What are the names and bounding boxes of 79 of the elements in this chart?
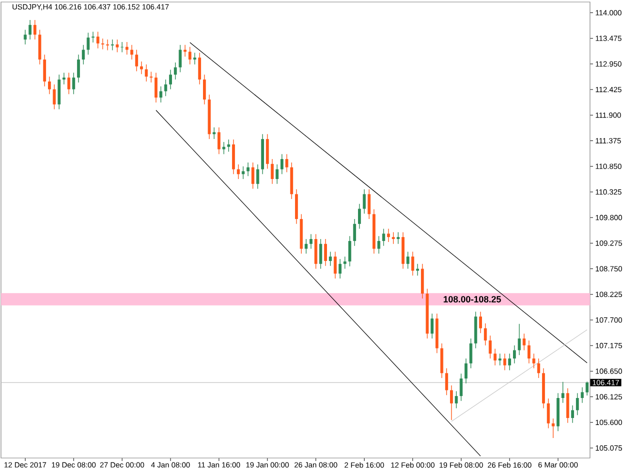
candlestick (218, 126, 220, 155)
candlestick (28, 20, 32, 40)
candlestick (159, 86, 162, 103)
candlestick (212, 126, 216, 140)
candlestick (276, 164, 279, 184)
candlestick (222, 142, 226, 155)
candlestick (188, 46, 192, 65)
candlestick (96, 31, 100, 49)
candlestick (236, 164, 240, 180)
candlestick (343, 256, 346, 270)
candlestick (154, 72, 158, 103)
candlestick (479, 311, 482, 334)
candlestick (280, 154, 284, 174)
candlestick (135, 49, 138, 72)
candlestick (561, 382, 564, 404)
candlestick (110, 39, 114, 51)
candlestick (546, 398, 550, 429)
candlestick (450, 384, 453, 420)
candlestick (494, 348, 497, 366)
candlestick (498, 353, 502, 366)
candlestick (101, 38, 104, 50)
candlestick (251, 162, 254, 190)
candlestick (150, 71, 153, 83)
candlestick (304, 238, 308, 254)
candlestick (72, 72, 76, 95)
candlestick (377, 236, 380, 254)
candlestick (328, 251, 332, 266)
candlestick (464, 358, 468, 384)
candlestick (358, 204, 361, 230)
candlestick (528, 340, 530, 364)
candlestick (532, 353, 536, 369)
candlestick (164, 79, 168, 96)
candlestick (43, 54, 46, 87)
candlestick (460, 373, 463, 402)
band-label: 108.00-108.25 (444, 296, 501, 302)
candlestick (198, 52, 202, 85)
candlestick (48, 76, 51, 95)
candlestick (522, 333, 526, 351)
candlestick (368, 188, 371, 220)
candlestick (430, 313, 434, 339)
candlestick (92, 31, 94, 43)
candlestick (169, 69, 172, 90)
candlestick (382, 228, 386, 246)
candlestick (67, 72, 70, 95)
candlestick (62, 72, 66, 85)
candlestick (338, 258, 342, 279)
candlestick (445, 368, 448, 396)
candlestick (508, 353, 512, 371)
candlestick (120, 42, 124, 53)
candlestick (246, 162, 250, 176)
candlestick (242, 166, 245, 180)
candlestick (537, 358, 540, 378)
candlestick (227, 139, 230, 152)
candlestick (144, 64, 148, 82)
candlestick (392, 232, 395, 244)
candlestick (82, 44, 85, 65)
candlestick (353, 218, 356, 246)
candlestick (140, 61, 143, 75)
candlestick (86, 32, 90, 56)
candlestick (387, 228, 390, 242)
candlestick (484, 323, 487, 346)
candlestick (106, 39, 110, 51)
candlestick (33, 20, 36, 40)
candlestick (77, 54, 80, 83)
candlestick (396, 232, 400, 244)
candlestick (552, 418, 555, 438)
candlestick (174, 62, 177, 80)
candlestick (512, 344, 516, 364)
candlestick (310, 234, 312, 250)
candlestick (576, 392, 579, 416)
candlestick (469, 338, 472, 369)
candlestick (319, 238, 322, 270)
candlestick (454, 390, 458, 409)
candlestick (571, 404, 574, 424)
candlestick (125, 42, 128, 56)
candlestick (406, 251, 410, 270)
candlestick (202, 74, 206, 105)
candlestick (586, 381, 589, 396)
candlestick (324, 238, 327, 266)
